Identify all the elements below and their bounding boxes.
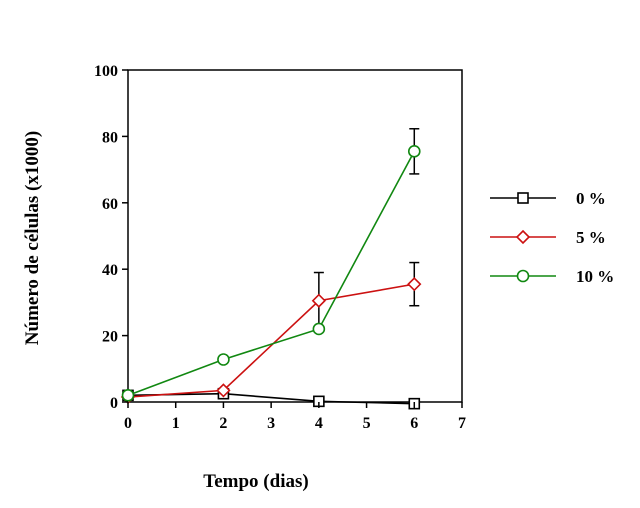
x-axis-ticks: 0 1 2 3 4 5 6 7: [124, 402, 466, 432]
point-diamond: [407, 277, 422, 292]
x-tick-label: 3: [267, 415, 275, 432]
legend-item-square: 0 %: [490, 189, 606, 208]
point-circle: [121, 389, 135, 402]
x-tick-label: 0: [124, 415, 132, 432]
data-markers: [120, 145, 422, 410]
legend: 0 % 5 % 10 %: [490, 189, 614, 286]
legend-item-diamond: 5 %: [490, 228, 606, 247]
y-tick-label: 40: [102, 262, 118, 279]
x-axis-title: Tempo (dias): [203, 471, 308, 492]
plot-area: [127, 69, 463, 403]
y-tick-label: 20: [102, 329, 118, 346]
series-line-diamond: [127, 283, 415, 398]
point-circle: [217, 353, 230, 366]
plot-frame: [127, 69, 463, 403]
y-tick-label: 0: [110, 395, 118, 412]
point-diamond: [216, 383, 231, 398]
point-circle: [407, 145, 421, 158]
legend-label: 5 %: [576, 228, 606, 247]
point-diamond: [311, 293, 326, 308]
y-axis-ticks: 0 20 40 60 80 100: [94, 63, 128, 412]
x-tick-label: 5: [363, 415, 371, 432]
legend-marker: [515, 229, 531, 245]
x-tick-label: 2: [219, 415, 227, 432]
x-tick-label: 7: [458, 415, 466, 432]
legend-label: 0 %: [576, 189, 606, 208]
y-tick-label: 100: [94, 63, 118, 80]
series-lines: [127, 150, 415, 405]
y-tick-label: 60: [102, 196, 118, 213]
point-circle: [312, 322, 326, 336]
y-axis-title: Número de células (x1000): [22, 131, 43, 345]
x-tick-label: 1: [172, 415, 180, 432]
x-tick-label: 6: [410, 415, 418, 432]
series-line-circle: [127, 150, 415, 397]
x-tick-label: 4: [315, 415, 323, 432]
legend-item-circle: 10 %: [490, 267, 614, 286]
legend-label: 10 %: [576, 267, 614, 286]
y-tick-label: 80: [102, 129, 118, 146]
legend-marker: [517, 192, 529, 204]
legend-marker: [516, 269, 530, 283]
